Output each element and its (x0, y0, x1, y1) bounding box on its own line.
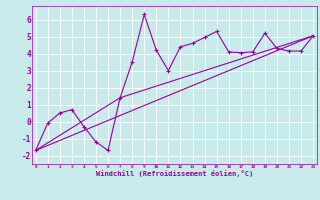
X-axis label: Windchill (Refroidissement éolien,°C): Windchill (Refroidissement éolien,°C) (96, 170, 253, 177)
